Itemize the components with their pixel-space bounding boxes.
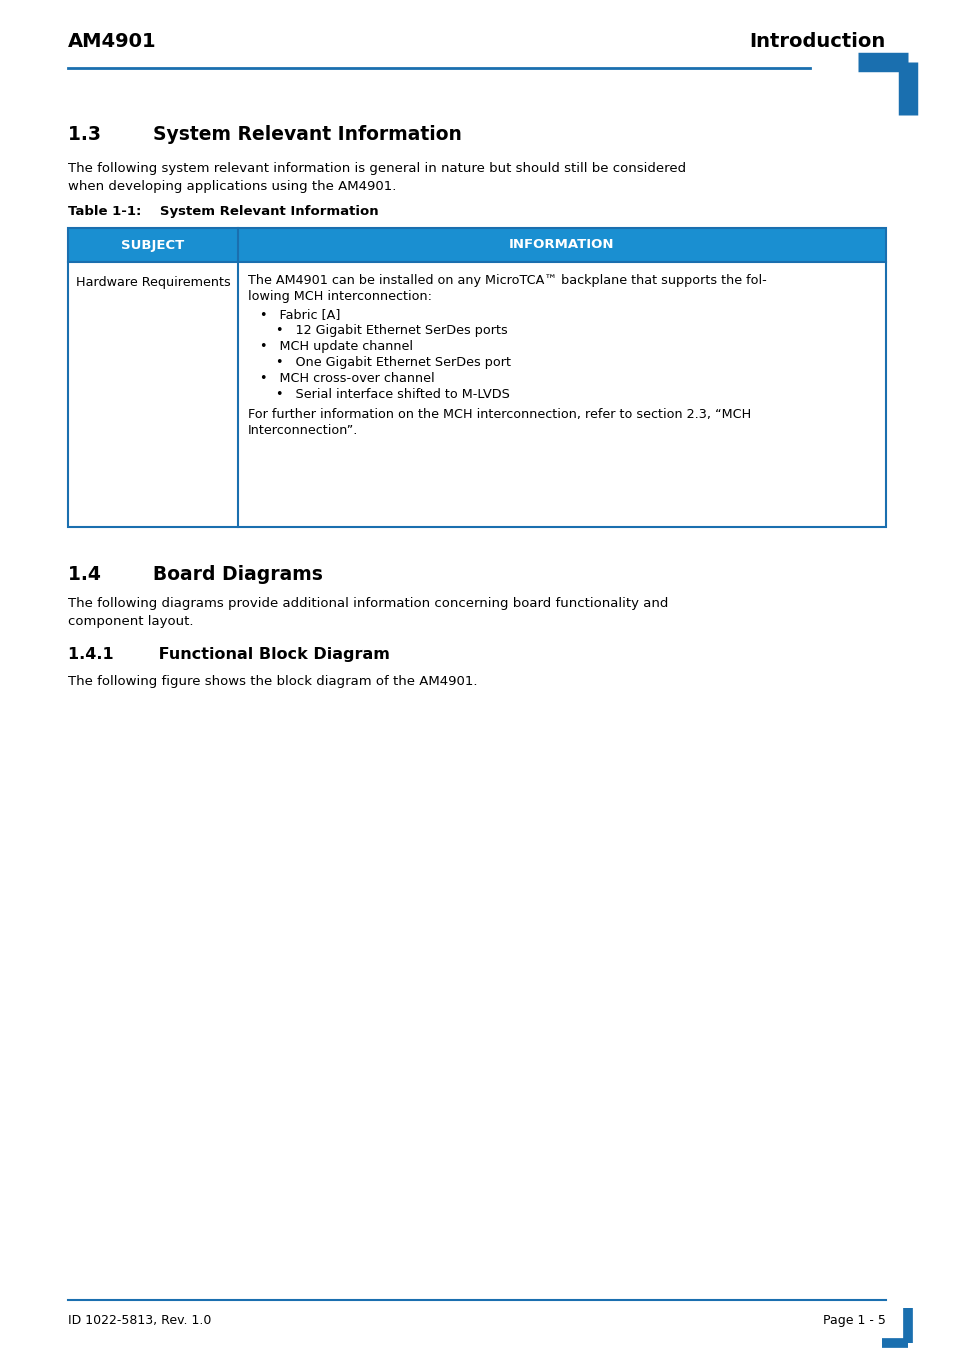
Text: INFORMATION: INFORMATION <box>509 239 614 251</box>
Text: Page 1 - 5: Page 1 - 5 <box>822 1314 885 1327</box>
Text: •   12 Gigabit Ethernet SerDes ports: • 12 Gigabit Ethernet SerDes ports <box>275 324 507 338</box>
Text: •   Serial interface shifted to M-LVDS: • Serial interface shifted to M-LVDS <box>275 387 509 401</box>
Text: •   One Gigabit Ethernet SerDes port: • One Gigabit Ethernet SerDes port <box>275 356 511 369</box>
Text: lowing MCH interconnection:: lowing MCH interconnection: <box>248 290 432 302</box>
Bar <box>68 228 885 262</box>
Text: Introduction: Introduction <box>749 32 885 51</box>
Text: 1.4.1        Functional Block Diagram: 1.4.1 Functional Block Diagram <box>68 647 390 662</box>
Bar <box>68 262 885 526</box>
Text: ID 1022-5813, Rev. 1.0: ID 1022-5813, Rev. 1.0 <box>68 1314 212 1327</box>
Text: The AM4901 can be installed on any MicroTCA™ backplane that supports the fol-: The AM4901 can be installed on any Micro… <box>248 274 766 288</box>
Text: For further information on the MCH interconnection, refer to section 2.3, “MCH: For further information on the MCH inter… <box>248 408 750 421</box>
Text: when developing applications using the AM4901.: when developing applications using the A… <box>68 180 395 193</box>
Bar <box>68 228 885 526</box>
Text: The following figure shows the block diagram of the AM4901.: The following figure shows the block dia… <box>68 675 477 688</box>
Text: Interconnection”.: Interconnection”. <box>248 424 358 437</box>
Text: component layout.: component layout. <box>68 616 193 628</box>
Text: SUBJECT: SUBJECT <box>121 239 185 251</box>
Text: •   MCH update channel: • MCH update channel <box>260 340 413 352</box>
Text: AM4901: AM4901 <box>68 32 156 51</box>
Text: Table 1-1:    System Relevant Information: Table 1-1: System Relevant Information <box>68 205 378 217</box>
Text: The following system relevant information is general in nature but should still : The following system relevant informatio… <box>68 162 685 176</box>
Text: •   Fabric [A]: • Fabric [A] <box>260 308 340 321</box>
Text: Hardware Requirements: Hardware Requirements <box>76 275 231 289</box>
Text: The following diagrams provide additional information concerning board functiona: The following diagrams provide additiona… <box>68 597 668 610</box>
Text: 1.4        Board Diagrams: 1.4 Board Diagrams <box>68 566 322 585</box>
Text: 1.3        System Relevant Information: 1.3 System Relevant Information <box>68 126 461 144</box>
Text: •   MCH cross-over channel: • MCH cross-over channel <box>260 373 435 385</box>
